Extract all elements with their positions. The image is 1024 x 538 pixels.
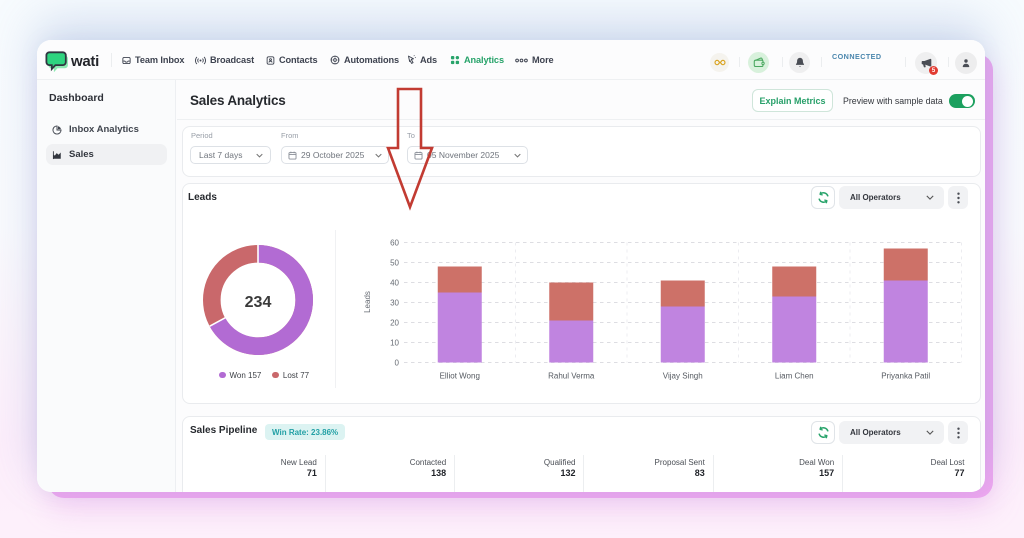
svg-text:Priyanka Patil: Priyanka Patil: [881, 372, 930, 381]
svg-text:Vijay Singh: Vijay Singh: [663, 372, 703, 381]
svg-text:50: 50: [390, 259, 399, 268]
svg-text:40: 40: [390, 279, 399, 288]
svg-text:20: 20: [390, 319, 399, 328]
svg-text:Rahul Verma: Rahul Verma: [548, 372, 595, 381]
svg-text:60: 60: [390, 239, 399, 248]
svg-text:30: 30: [390, 299, 399, 308]
svg-text:10: 10: [390, 339, 399, 348]
svg-text:Leads: Leads: [363, 291, 372, 313]
svg-text:Elliot Wong: Elliot Wong: [440, 372, 480, 381]
svg-text:0: 0: [395, 359, 400, 368]
svg-text:Liam Chen: Liam Chen: [775, 372, 814, 381]
